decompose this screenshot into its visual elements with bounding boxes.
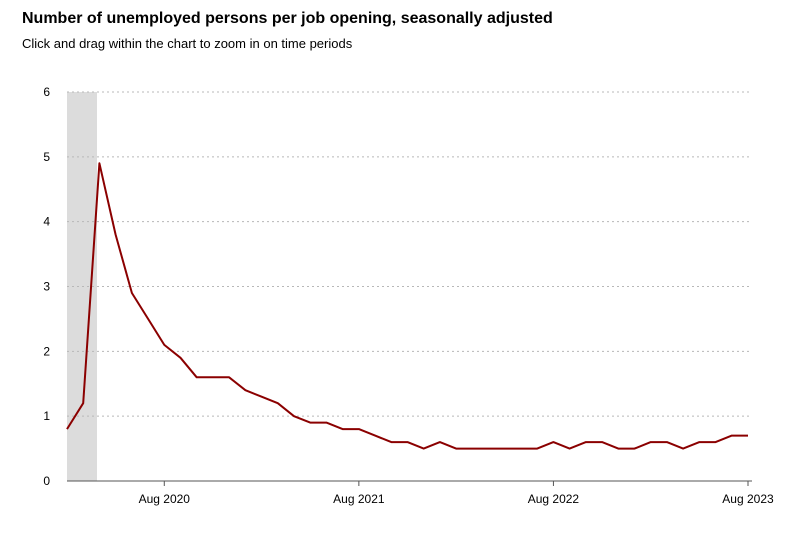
data-point: Apr 2021: 1 xyxy=(291,413,297,419)
data-point: Mar 2020: 1.2 xyxy=(80,400,86,406)
data-point: Aug 2020: 2.1 xyxy=(161,342,167,348)
data-point: Jul 2022: 0.5 xyxy=(534,446,540,452)
data-point: Jul 2021: 0.8 xyxy=(340,426,346,432)
data-point: Apr 2020: 4.9 xyxy=(96,160,102,166)
x-tick-label: Aug 2020 xyxy=(139,492,191,506)
data-point: Jul 2023: 0.7 xyxy=(729,433,735,439)
data-point: Apr 2023: 0.5 xyxy=(680,446,686,452)
y-tick-label: 2 xyxy=(43,344,50,358)
data-point: Jun 2021: 0.9 xyxy=(323,420,329,426)
y-tick-label: 0 xyxy=(43,474,50,488)
data-point: Feb 2021: 1.3 xyxy=(259,394,265,400)
data-point: Mar 2022: 0.5 xyxy=(469,446,475,452)
y-tick-label: 6 xyxy=(43,85,50,99)
data-point: Oct 2022: 0.6 xyxy=(583,439,589,445)
data-point: Sep 2020: 1.9 xyxy=(178,355,184,361)
data-point: Mar 2021: 1.2 xyxy=(275,400,281,406)
data-point: Jun 2023: 0.6 xyxy=(713,439,719,445)
data-point: Sep 2022: 0.5 xyxy=(567,446,573,452)
x-tick-label: Aug 2023 xyxy=(722,492,774,506)
y-tick-label: 1 xyxy=(43,409,50,423)
data-point: Feb 2022: 0.5 xyxy=(453,446,459,452)
data-point: Dec 2022: 0.5 xyxy=(615,446,621,452)
data-point: May 2021: 0.9 xyxy=(307,420,313,426)
gridlines xyxy=(67,91,752,417)
data-point: Oct 2021: 0.6 xyxy=(388,439,394,445)
x-tick-label: Aug 2021 xyxy=(333,492,385,506)
y-tick-label: 4 xyxy=(43,215,50,229)
y-axis: 0 1 2 3 4 5 6 xyxy=(43,85,50,488)
data-point: Feb 2023: 0.6 xyxy=(648,439,654,445)
data-point: Nov 2021: 0.6 xyxy=(405,439,411,445)
data-point: Feb 2020: 0.8 xyxy=(64,426,70,432)
data-point: Jan 2021: 1.4 xyxy=(242,387,248,393)
y-tick-label: 3 xyxy=(43,280,50,294)
data-point: Jun 2020: 2.9 xyxy=(129,290,135,296)
chart-subtitle: Click and drag within the chart to zoom … xyxy=(22,36,353,51)
data-point: May 2022: 0.5 xyxy=(502,446,508,452)
data-point: Jul 2020: 2.5 xyxy=(145,316,151,322)
chart-title: Number of unemployed persons per job ope… xyxy=(22,10,553,27)
data-point: May 2020: 3.8 xyxy=(113,232,119,238)
data-point: Aug 2023: 0.7 xyxy=(745,433,751,439)
y-tick-label: 5 xyxy=(43,150,50,164)
series-line[interactable] xyxy=(66,162,748,450)
x-tick-label: Aug 2022 xyxy=(528,492,580,506)
data-point: Mar 2023: 0.6 xyxy=(664,439,670,445)
data-point: Oct 2020: 1.6 xyxy=(194,374,200,380)
data-point: Jan 2022: 0.6 xyxy=(437,439,443,445)
data-point: Jan 2023: 0.5 xyxy=(632,446,638,452)
x-axis: Aug 2020 Aug 2021 Aug 2022 Aug 2023 xyxy=(67,480,774,506)
data-point: Sep 2021: 0.7 xyxy=(372,433,378,439)
data-point: Dec 2021: 0.5 xyxy=(421,446,427,452)
data-points: Feb 2020: 0.8 Mar 2020: 1.2 Apr 2020: 4.9 M… xyxy=(64,160,751,451)
data-point: Apr 2022: 0.5 xyxy=(486,446,492,452)
data-point: Dec 2020: 1.6 xyxy=(226,374,232,380)
data-point: Nov 2022: 0.6 xyxy=(599,439,605,445)
data-point: Aug 2021: 0.8 xyxy=(356,426,362,432)
data-point: Jun 2022: 0.5 xyxy=(518,446,524,452)
data-point: May 2023: 0.6 xyxy=(696,439,702,445)
data-point: Aug 2022: 0.6 xyxy=(550,439,556,445)
data-point: Nov 2020: 1.6 xyxy=(210,374,216,380)
